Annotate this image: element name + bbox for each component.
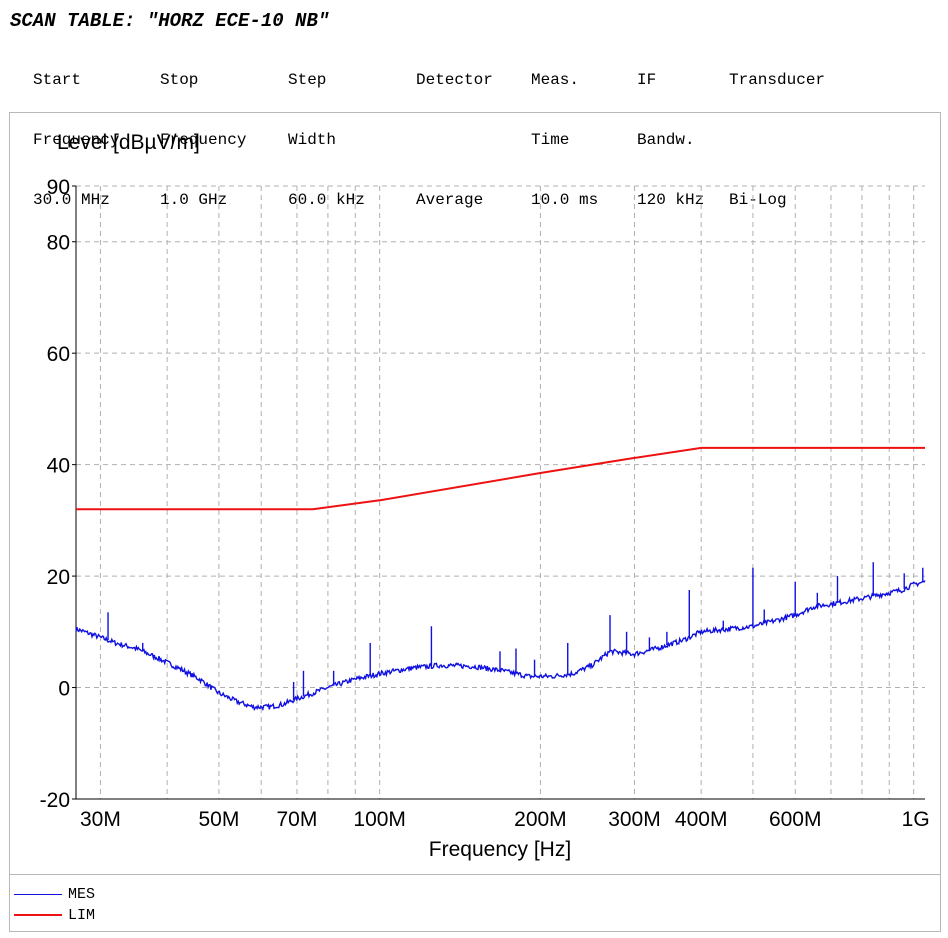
scan-col-header1: Meas. bbox=[531, 71, 580, 89]
x-tick-label: 50M bbox=[198, 808, 239, 831]
legend-box bbox=[9, 874, 941, 932]
scan-col-if-bandwidth: IF Bandw. 120 kHz bbox=[637, 30, 704, 250]
scan-col-header1: IF bbox=[637, 71, 657, 89]
scan-col-header2: Width bbox=[288, 131, 337, 149]
y-tick-label: -20 bbox=[40, 789, 70, 812]
y-tick-label: 90 bbox=[47, 176, 70, 199]
scan-col-value: 120 kHz bbox=[637, 191, 705, 209]
scan-col-stop: Stop Frequency 1.0 GHz bbox=[160, 30, 246, 250]
scan-col-meas-time: Meas. Time 10.0 ms bbox=[531, 30, 598, 250]
legend-entry-mes: MES bbox=[14, 886, 95, 903]
scan-table-title: SCAN TABLE: "HORZ ECE-10 NB" bbox=[10, 10, 330, 32]
scan-col-value: 30.0 MHz bbox=[33, 191, 110, 209]
x-tick-label: 300M bbox=[608, 808, 661, 831]
series-line-lim bbox=[76, 446, 925, 511]
y-tick-label: 60 bbox=[47, 343, 70, 366]
x-tick-label: 600M bbox=[769, 808, 822, 831]
x-tick-label: 100M bbox=[353, 808, 406, 831]
legend-line-lim bbox=[14, 914, 62, 917]
scan-col-value: Bi-Log bbox=[729, 191, 787, 209]
series-line-mes bbox=[75, 580, 926, 712]
scan-col-transducer: Transducer Bi-Log bbox=[729, 30, 825, 250]
scan-col-header2: Frequency bbox=[33, 131, 120, 149]
y-tick-label: 0 bbox=[58, 678, 70, 701]
x-axis-label: Frequency [Hz] bbox=[428, 838, 572, 861]
scan-col-start: Start Frequency 30.0 MHz bbox=[33, 30, 119, 250]
legend-label-mes: MES bbox=[68, 886, 96, 903]
y-tick-label: 80 bbox=[47, 232, 70, 255]
legend-entry-lim: LIM bbox=[14, 907, 95, 924]
legend-label-lim: LIM bbox=[68, 907, 96, 924]
scan-col-header1: Detector bbox=[416, 71, 493, 89]
scan-col-header2: Bandw. bbox=[637, 131, 695, 149]
scan-col-value: Average bbox=[416, 191, 484, 209]
scan-col-header1: Step bbox=[288, 71, 327, 89]
x-tick-label: 30M bbox=[80, 808, 121, 831]
x-tick-label: 400M bbox=[675, 808, 728, 831]
scan-col-step: Step Width 60.0 kHz bbox=[288, 30, 365, 250]
scan-col-header1: Start bbox=[33, 71, 82, 89]
scan-col-header1: Transducer bbox=[729, 71, 826, 89]
scan-col-header2: Time bbox=[531, 131, 570, 149]
legend-line-mes bbox=[14, 893, 62, 895]
y-tick-label: 40 bbox=[47, 455, 70, 478]
chart-frame bbox=[9, 112, 941, 932]
x-tick-label: 70M bbox=[277, 808, 318, 831]
scan-col-header2: Frequency bbox=[160, 131, 247, 149]
y-tick-label: 20 bbox=[47, 566, 70, 589]
x-tick-label: 1G bbox=[902, 808, 930, 831]
scan-col-detector: Detector Average bbox=[416, 30, 493, 250]
scan-col-value: 60.0 kHz bbox=[288, 191, 365, 209]
y-axis-label: Level [dBµV/m] bbox=[57, 131, 200, 154]
scan-col-header1: Stop bbox=[160, 71, 199, 89]
x-tick-label: 200M bbox=[514, 808, 567, 831]
